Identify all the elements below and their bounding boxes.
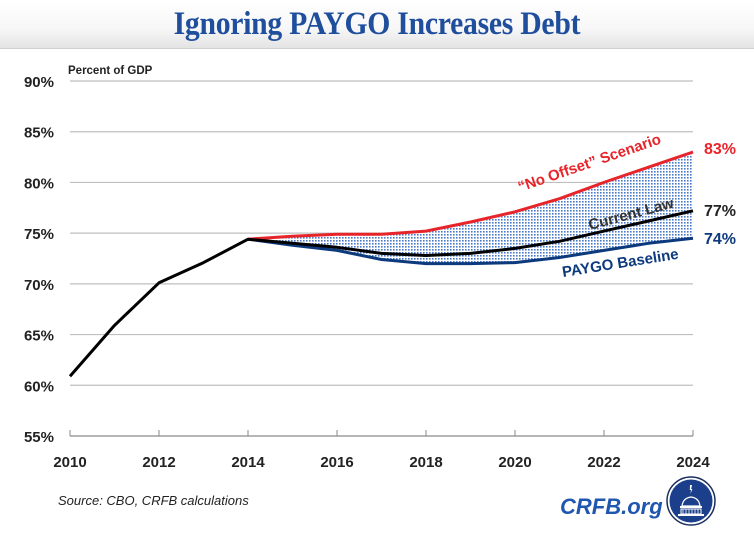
y-tick-label: 75%: [24, 226, 54, 243]
y-tick-label: 65%: [24, 328, 54, 345]
no-offset-line: [247, 150, 694, 241]
x-tick-label: 2024: [676, 454, 710, 471]
paygo-end-value: 74%: [704, 231, 736, 248]
title-bar: Ignoring PAYGO Increases Debt: [0, 0, 754, 49]
x-axis: 2010 2012 2014 2016 2018 2020 2022 2024: [53, 430, 710, 471]
y-axis-ticks: 55% 60% 65% 70% 75% 80% 85% 90%: [24, 74, 54, 446]
y-axis-label: Percent of GDP: [68, 65, 153, 77]
x-tick-label: 2022: [587, 454, 620, 471]
y-tick-label: 85%: [24, 125, 54, 142]
x-tick-label: 2012: [142, 454, 175, 471]
y-tick-label: 80%: [24, 175, 54, 192]
series-lines: [68, 150, 694, 378]
x-tick-label: 2020: [498, 454, 531, 471]
x-tick-label: 2018: [409, 454, 442, 471]
current-law-line: [68, 209, 694, 378]
current-law-end-value: 77%: [704, 203, 736, 220]
crfb-link[interactable]: CRFB.org: [560, 494, 663, 519]
y-tick-label: 90%: [24, 74, 54, 91]
y-tick-label: 55%: [24, 429, 54, 446]
x-tick-label: 2016: [320, 454, 353, 471]
paygo-baseline-line: [247, 236, 694, 266]
source-note: Source: CBO, CRFB calculations: [58, 493, 249, 508]
x-tick-label: 2014: [231, 454, 265, 471]
no-offset-end-value: 83%: [704, 141, 736, 158]
x-tick-label: 2010: [53, 454, 86, 471]
capitol-dome-logo-icon: [666, 476, 716, 526]
y-tick-label: 60%: [24, 378, 54, 395]
chart-title: Ignoring PAYGO Increases Debt: [173, 6, 581, 42]
y-tick-label: 70%: [24, 277, 54, 294]
